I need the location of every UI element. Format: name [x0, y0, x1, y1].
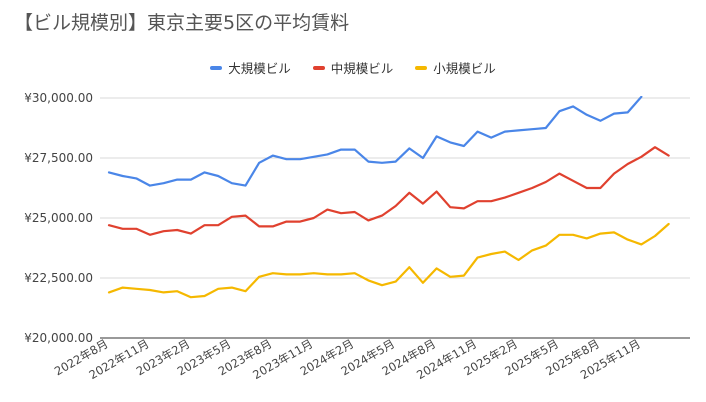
legend-label-small: 小規模ビル [433, 61, 496, 76]
chart-title: 【ビル規模別】東京主要5区の平均賃料 [14, 12, 350, 34]
legend-item-small[interactable]: 小規模ビル [415, 58, 496, 77]
y-tick-label: ¥22,500.00 [24, 271, 93, 285]
legend-swatch-medium [312, 65, 325, 70]
legend-swatch-large [210, 65, 223, 70]
y-tick-label: ¥25,000.00 [24, 211, 93, 225]
legend: 大規模ビル 中規模ビル 小規模ビル [0, 58, 706, 77]
legend-label-medium: 中規模ビル [330, 61, 394, 76]
legend-item-large[interactable]: 大規模ビル [210, 58, 291, 77]
series-line-medium[interactable] [107, 146, 670, 236]
legend-swatch-small [415, 65, 428, 70]
series-line-large[interactable] [107, 96, 643, 187]
y-tick-label: ¥20,000.00 [24, 331, 93, 345]
legend-item-medium[interactable]: 中規模ビル [312, 58, 394, 77]
y-tick-label: ¥27,500.00 [24, 151, 93, 165]
series-line-small[interactable] [107, 222, 670, 299]
legend-label-large: 大規模ビル [228, 61, 291, 76]
y-tick-label: ¥30,000.00 [24, 91, 93, 105]
